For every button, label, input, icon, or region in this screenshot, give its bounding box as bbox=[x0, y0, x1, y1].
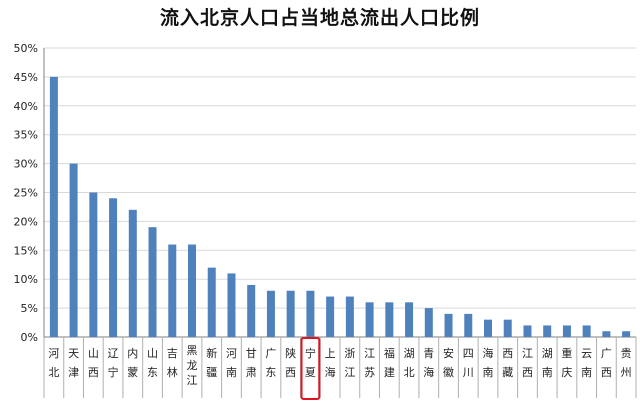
x-category-label: 河南 bbox=[226, 347, 237, 379]
y-tick-label: 15% bbox=[14, 244, 38, 257]
x-category-label: 山东 bbox=[147, 347, 158, 379]
x-category-label: 山西 bbox=[88, 347, 99, 379]
x-category-label: 贵州 bbox=[621, 347, 632, 379]
bar-甘肃 bbox=[247, 284, 256, 337]
bar-江苏 bbox=[365, 302, 374, 337]
bar-云南 bbox=[582, 325, 591, 337]
y-tick-label: 0% bbox=[21, 331, 38, 344]
chart-title: 流入北京人口占当地总流出人口比例 bbox=[159, 7, 480, 29]
y-tick-label: 50% bbox=[14, 42, 38, 55]
bar-河南 bbox=[227, 273, 236, 337]
x-category-label: 上海 bbox=[325, 347, 336, 379]
x-category-label: 新疆 bbox=[206, 346, 217, 379]
x-category-label: 四川 bbox=[463, 347, 474, 379]
x-category-label: 宁夏 bbox=[305, 346, 316, 379]
x-category-label: 江西 bbox=[522, 347, 533, 379]
bar-江西 bbox=[523, 325, 532, 337]
x-category-label: 海南 bbox=[483, 346, 494, 379]
x-category-label: 广西 bbox=[601, 347, 612, 379]
x-category-label: 西藏 bbox=[502, 347, 513, 379]
bar-青海 bbox=[424, 308, 433, 337]
y-tick-labels: 0% 5% 10% 15% 20% 25% 30% 35% 40% 45% 50% bbox=[14, 42, 38, 344]
bar-湖南 bbox=[543, 325, 552, 337]
axes bbox=[43, 48, 637, 398]
x-category-label: 湖北 bbox=[404, 347, 415, 379]
bar-重庆 bbox=[562, 325, 571, 337]
y-tick-label: 5% bbox=[21, 302, 38, 315]
bars bbox=[49, 76, 631, 338]
x-category-label: 青海 bbox=[423, 347, 434, 379]
bar-上海 bbox=[326, 296, 335, 337]
bar-山东 bbox=[148, 227, 157, 337]
x-category-label: 辽宁 bbox=[108, 347, 119, 379]
y-tick-label: 40% bbox=[14, 100, 38, 113]
y-tick-label: 20% bbox=[14, 215, 38, 228]
bar-陕西 bbox=[286, 290, 295, 337]
x-category-label: 福建 bbox=[384, 346, 395, 379]
bar-广东 bbox=[266, 290, 275, 337]
bar-黑龙江 bbox=[188, 244, 196, 337]
gridlines bbox=[44, 47, 636, 309]
y-tick-label: 35% bbox=[14, 129, 38, 142]
x-category-label: 广东 bbox=[265, 347, 276, 379]
bar-贵州 bbox=[622, 331, 631, 337]
bar-安徽 bbox=[444, 313, 453, 337]
x-category-label: 甘肃 bbox=[246, 347, 257, 379]
x-category-label: 黑龙江 bbox=[187, 344, 198, 387]
bar-西藏 bbox=[503, 319, 512, 337]
y-tick-label: 10% bbox=[14, 273, 38, 286]
y-tick-label: 45% bbox=[14, 71, 38, 84]
x-category-label: 浙江 bbox=[344, 347, 355, 379]
bar-宁夏 bbox=[306, 290, 315, 337]
bar-湖北 bbox=[405, 302, 414, 337]
bar-海南 bbox=[484, 319, 492, 337]
x-category-label: 河北 bbox=[48, 347, 59, 379]
x-category-label: 陕西 bbox=[285, 346, 296, 379]
bar-吉林 bbox=[168, 244, 177, 337]
y-tick-label: 30% bbox=[14, 158, 38, 171]
x-category-label: 内蒙 bbox=[127, 346, 138, 379]
bar-河北 bbox=[49, 76, 58, 338]
bar-内蒙 bbox=[128, 209, 137, 337]
x-category-label: 江苏 bbox=[364, 347, 375, 379]
x-category-label: 吉林 bbox=[167, 347, 178, 379]
x-category-label: 安徽 bbox=[443, 346, 454, 379]
x-category-label: 云南 bbox=[581, 347, 592, 379]
bar-浙江 bbox=[345, 296, 354, 337]
bar-辽宁 bbox=[109, 198, 118, 337]
x-category-label: 重庆 bbox=[561, 346, 572, 379]
highlight-box bbox=[300, 337, 321, 400]
bar-新疆 bbox=[207, 267, 216, 337]
bar-山西 bbox=[89, 192, 98, 337]
x-category-label: 湖南 bbox=[542, 347, 553, 379]
bar-天津 bbox=[69, 163, 78, 337]
bar-四川 bbox=[464, 313, 473, 337]
bar-广西 bbox=[602, 331, 611, 337]
x-category-labels: 河北天津山西辽宁内蒙山东吉林黑龙江新疆河南甘肃广东陕西宁夏上海浙江江苏福建湖北青… bbox=[48, 337, 632, 400]
y-tick-label: 25% bbox=[14, 187, 38, 200]
x-category-label: 天津 bbox=[68, 347, 79, 379]
bar-福建 bbox=[385, 302, 394, 337]
